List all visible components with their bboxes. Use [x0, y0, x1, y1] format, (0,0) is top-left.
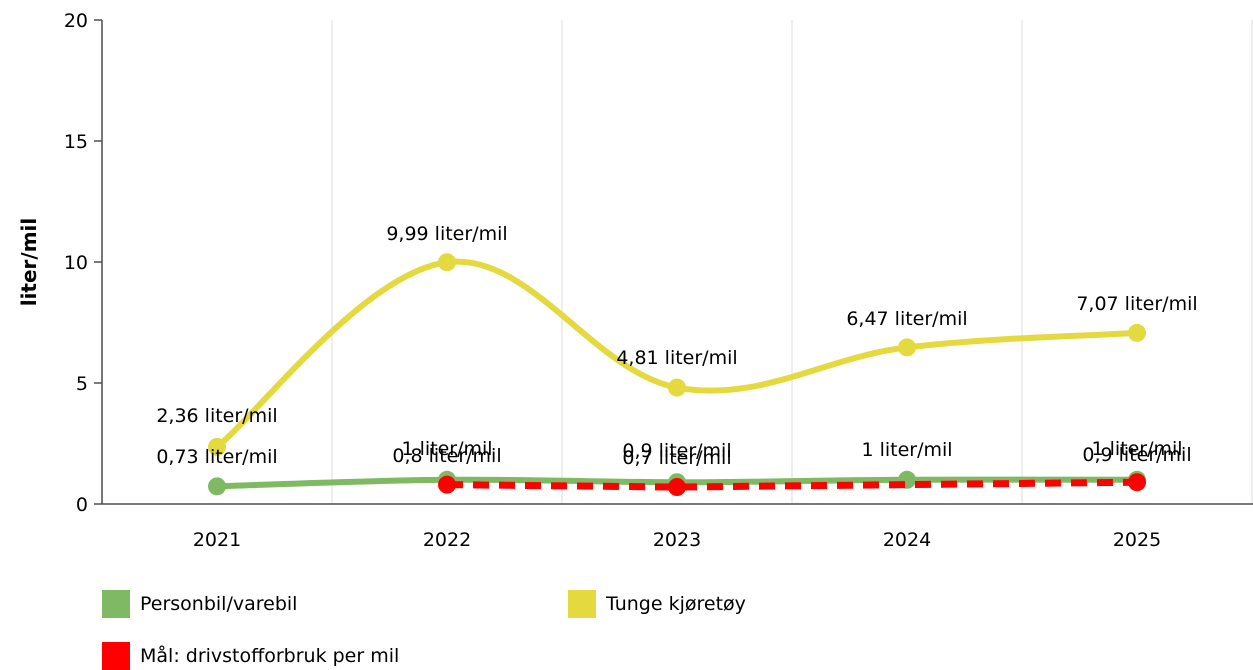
legend-item-tunge[interactable]: Tunge kjøretøy — [568, 590, 746, 618]
series-tunge-point — [668, 378, 686, 397]
y-tick-label: 10 — [64, 252, 88, 274]
data-label: 7,07 liter/mil — [1076, 293, 1197, 315]
series-maal-point — [668, 478, 686, 497]
series-tunge-point — [898, 338, 916, 357]
data-label: 1 liter/mil — [401, 438, 492, 460]
legend-swatch-personbil — [102, 590, 130, 618]
series-layer — [208, 253, 1146, 497]
grid — [331, 20, 1253, 504]
x-tick-label: 2025 — [1113, 529, 1161, 551]
series-tunge-point — [1128, 323, 1146, 342]
data-label: 0,73 liter/mil — [156, 446, 277, 468]
legend-swatch-tunge — [568, 590, 596, 618]
data-label: 2,36 liter/mil — [156, 405, 277, 427]
y-axis-title: liter/mil — [17, 218, 41, 307]
x-tick-label: 2024 — [883, 529, 931, 551]
y-tick-label: 20 — [64, 10, 88, 32]
x-tick-label: 2021 — [193, 529, 241, 551]
data-labels: 0,73 liter/mil 1 liter/mil 0,9 liter/mil 1 … — [156, 223, 1197, 469]
series-maal — [438, 473, 1146, 497]
series-maal-point — [1128, 473, 1146, 492]
series-maal-point — [438, 475, 456, 494]
data-label: 0,8 liter/mil — [392, 445, 501, 467]
x-tick-label: 2022 — [423, 529, 471, 551]
legend-label-tunge: Tunge kjøretøy — [606, 593, 746, 615]
data-label: 1 liter/mil — [861, 439, 952, 461]
series-tunge-point — [208, 437, 226, 456]
legend-label-personbil: Personbil/varebil — [140, 593, 298, 615]
axes: 0 5 10 15 20 2021 2022 2023 2024 2025 — [64, 10, 1253, 551]
data-label: 0,9 liter/mil — [1082, 444, 1191, 466]
x-tick-label: 2023 — [653, 529, 701, 551]
series-tunge-line — [214, 258, 1140, 450]
data-label: 4,81 liter/mil — [616, 347, 737, 369]
legend-item-maal[interactable]: Mål: drivstofforbruk per mil — [102, 642, 399, 670]
series-tunge-point — [438, 253, 456, 272]
y-tick-label: 5 — [76, 373, 88, 395]
data-label: 9,99 liter/mil — [386, 223, 507, 245]
data-label: 0,9 liter/mil — [622, 440, 731, 462]
series-personbil-point — [208, 477, 226, 496]
legend-label-maal: Mål: drivstofforbruk per mil — [140, 645, 400, 667]
data-label: 6,47 liter/mil — [846, 308, 967, 330]
data-label: 0,7 liter/mil — [622, 447, 731, 469]
legend-swatch-maal — [102, 642, 130, 670]
y-tick-label: 0 — [76, 494, 88, 516]
data-label: 1 liter/mil — [1091, 438, 1182, 460]
y-tick-label: 15 — [64, 131, 88, 153]
series-tunge — [208, 253, 1146, 456]
legend-item-personbil[interactable]: Personbil/varebil — [102, 590, 297, 618]
